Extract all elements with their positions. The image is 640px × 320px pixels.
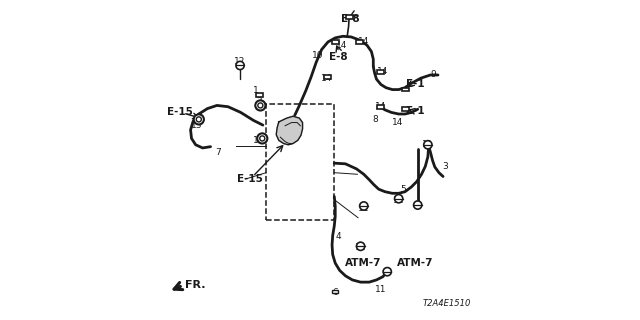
Bar xyxy=(346,15,353,19)
Text: T2A4E1510: T2A4E1510 xyxy=(422,300,470,308)
Circle shape xyxy=(257,133,268,143)
Circle shape xyxy=(194,114,204,124)
Text: 14: 14 xyxy=(392,118,403,127)
Circle shape xyxy=(258,103,263,108)
Text: 6: 6 xyxy=(332,288,338,297)
Text: 12: 12 xyxy=(234,57,246,66)
Bar xyxy=(378,70,385,74)
Circle shape xyxy=(255,100,266,110)
Text: 9: 9 xyxy=(431,70,436,79)
Text: 4: 4 xyxy=(335,232,341,241)
Text: 5: 5 xyxy=(400,185,406,194)
Bar xyxy=(401,88,408,92)
Text: 3: 3 xyxy=(442,163,447,172)
Circle shape xyxy=(394,195,403,203)
Text: 1: 1 xyxy=(253,86,259,95)
Text: ATM-7: ATM-7 xyxy=(344,258,381,268)
Circle shape xyxy=(413,201,422,209)
Text: 14: 14 xyxy=(375,102,387,111)
Text: 7: 7 xyxy=(215,148,221,156)
Circle shape xyxy=(383,268,392,276)
Bar xyxy=(378,105,385,108)
Text: E-8: E-8 xyxy=(329,52,348,62)
Text: 2: 2 xyxy=(256,97,262,106)
Text: 11: 11 xyxy=(355,243,366,252)
Text: 14: 14 xyxy=(336,41,348,50)
Circle shape xyxy=(360,202,368,210)
Circle shape xyxy=(356,242,365,251)
Circle shape xyxy=(196,117,202,122)
Text: E-1: E-1 xyxy=(406,79,424,89)
Text: 10: 10 xyxy=(312,52,323,60)
Bar xyxy=(324,75,332,79)
Text: 14: 14 xyxy=(321,74,333,83)
Circle shape xyxy=(260,136,265,141)
Text: FR.: FR. xyxy=(185,280,205,290)
Bar xyxy=(356,40,363,44)
Text: 14: 14 xyxy=(377,67,388,76)
Bar xyxy=(256,93,263,97)
Text: E-1: E-1 xyxy=(406,106,424,116)
Bar xyxy=(401,107,408,111)
Circle shape xyxy=(236,61,244,69)
Text: E-8: E-8 xyxy=(341,14,360,24)
Bar xyxy=(332,290,338,293)
Text: 11: 11 xyxy=(358,204,369,213)
Text: 11: 11 xyxy=(375,285,387,294)
Text: 11: 11 xyxy=(422,140,433,149)
Text: 13: 13 xyxy=(253,136,265,145)
Circle shape xyxy=(424,141,432,149)
Text: ATM-7: ATM-7 xyxy=(397,258,433,268)
Bar xyxy=(266,105,334,220)
Text: E-15: E-15 xyxy=(237,174,262,184)
Text: 11: 11 xyxy=(393,196,404,205)
Text: 8: 8 xyxy=(372,115,378,124)
Polygon shape xyxy=(276,116,303,145)
Text: E-15: E-15 xyxy=(167,108,193,117)
Text: 14: 14 xyxy=(358,37,369,46)
Bar xyxy=(332,40,339,44)
Text: 13: 13 xyxy=(191,121,203,130)
